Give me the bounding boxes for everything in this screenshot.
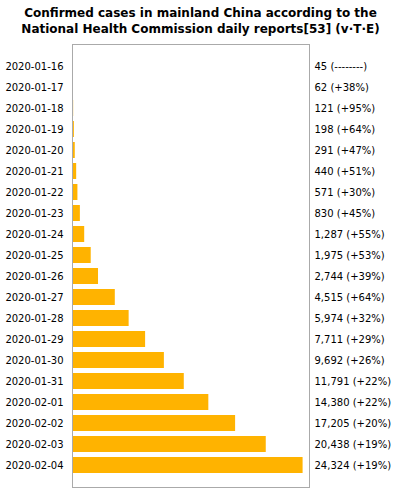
svg-text:1,287 (+55%): 1,287 (+55%) <box>315 229 385 240</box>
svg-text:2020-01-19: 2020-01-19 <box>5 124 63 135</box>
svg-text:198 (+64%): 198 (+64%) <box>315 124 376 135</box>
svg-text:17,205 (+20%): 17,205 (+20%) <box>315 418 392 429</box>
svg-text:4,515 (+64%): 4,515 (+64%) <box>315 292 385 303</box>
svg-text:62 (+38%): 62 (+38%) <box>315 82 369 93</box>
svg-text:2020-01-20: 2020-01-20 <box>5 145 63 156</box>
svg-text:7,711 (+29%): 7,711 (+29%) <box>315 334 385 345</box>
svg-text:121 (+95%): 121 (+95%) <box>315 103 376 114</box>
svg-text:2020-02-02: 2020-02-02 <box>5 418 63 429</box>
svg-text:2020-01-31: 2020-01-31 <box>5 376 63 387</box>
svg-text:2020-02-04: 2020-02-04 <box>5 460 63 471</box>
svg-text:571 (+30%): 571 (+30%) <box>315 187 376 198</box>
svg-text:20,438 (+19%): 20,438 (+19%) <box>315 439 392 450</box>
svg-text:2020-01-29: 2020-01-29 <box>5 334 63 345</box>
html-text:National Health Commission dai: National Health Commission daily reports… <box>21 22 380 36</box>
svg-text:1,975 (+53%): 1,975 (+53%) <box>315 250 385 261</box>
svg-text:440 (+51%): 440 (+51%) <box>315 166 376 177</box>
svg-text:9,692 (+26%): 9,692 (+26%) <box>315 355 385 366</box>
svg-text:2020-01-22: 2020-01-22 <box>5 187 63 198</box>
svg-text:2020-01-28: 2020-01-28 <box>5 313 63 324</box>
svg-text:2020-01-18: 2020-01-18 <box>5 103 63 114</box>
svg-text:2020-02-01: 2020-02-01 <box>5 397 63 408</box>
svg-text:45 (--------): 45 (--------) <box>315 61 368 72</box>
html-text:Confirmed cases in mainland Ch: Confirmed cases in mainland China accord… <box>24 6 377 20</box>
svg-text:2020-01-26: 2020-01-26 <box>5 271 63 282</box>
svg-text:2020-01-17: 2020-01-17 <box>5 82 63 93</box>
svg-text:2020-01-25: 2020-01-25 <box>5 250 63 261</box>
svg-text:2020-01-30: 2020-01-30 <box>5 355 63 366</box>
svg-text:2020-02-03: 2020-02-03 <box>5 439 63 450</box>
svg-text:2020-01-16: 2020-01-16 <box>5 61 63 72</box>
svg-text:2020-01-27: 2020-01-27 <box>5 292 63 303</box>
svg-text:2020-01-23: 2020-01-23 <box>5 208 63 219</box>
svg-text:14,380 (+22%): 14,380 (+22%) <box>315 397 392 408</box>
svg-text:2020-01-21: 2020-01-21 <box>5 166 63 177</box>
svg-text:291 (+47%): 291 (+47%) <box>315 145 376 156</box>
svg-text:24,324 (+19%): 24,324 (+19%) <box>315 460 392 471</box>
svg-text:11,791 (+22%): 11,791 (+22%) <box>315 376 392 387</box>
svg-text:2,744 (+39%): 2,744 (+39%) <box>315 271 385 282</box>
svg-text:2020-01-24: 2020-01-24 <box>5 229 63 240</box>
svg-text:830 (+45%): 830 (+45%) <box>315 208 376 219</box>
svg-text:5,974 (+32%): 5,974 (+32%) <box>315 313 385 324</box>
